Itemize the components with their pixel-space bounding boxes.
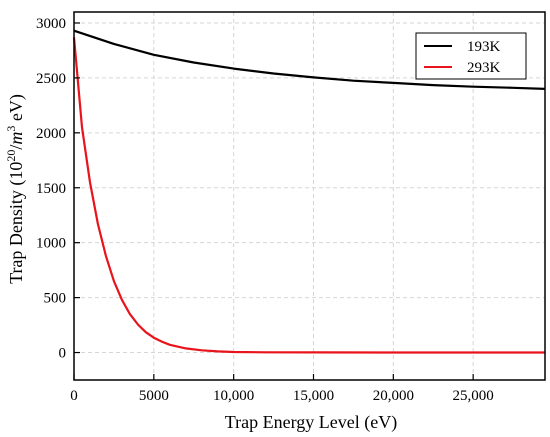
legend-label-193k: 193K bbox=[467, 39, 501, 55]
plot-frame bbox=[73, 11, 546, 381]
x-tick-label: 15,000 bbox=[293, 388, 334, 404]
y-tick-label: 0 bbox=[59, 346, 67, 362]
y-axis-ticks: 0 500 1000 1500 2000 2500 3000 bbox=[36, 16, 80, 362]
series-layer bbox=[72, 29, 546, 354]
x-tick-label: 0 bbox=[70, 388, 78, 404]
y-tick-label: 1500 bbox=[36, 181, 66, 197]
series-line-193k bbox=[73, 29, 546, 90]
y-tick-label: 1000 bbox=[36, 236, 66, 252]
legend-label-293k: 293K bbox=[467, 60, 501, 76]
y-tick-label: 2500 bbox=[36, 71, 66, 87]
legend: 193K 293K bbox=[415, 32, 527, 80]
y-tick-label: 3000 bbox=[36, 16, 66, 32]
x-tick-label: 20,000 bbox=[373, 388, 414, 404]
x-axis-ticks: 0 5000 10,000 15,000 20,000 25,000 bbox=[70, 374, 494, 404]
series-line-293k bbox=[72, 37, 545, 354]
x-tick-label: 10,000 bbox=[213, 388, 254, 404]
x-tick-label: 25,000 bbox=[453, 388, 494, 404]
y-axis-label: Trap Density (1020/m3 eV) bbox=[4, 94, 27, 284]
legend-box bbox=[415, 32, 527, 80]
y-tick-label: 500 bbox=[44, 291, 67, 307]
x-tick-label: 5000 bbox=[139, 388, 169, 404]
y-tick-label: 2000 bbox=[36, 126, 66, 142]
x-axis-label: Trap Energy Level (eV) bbox=[225, 412, 397, 433]
